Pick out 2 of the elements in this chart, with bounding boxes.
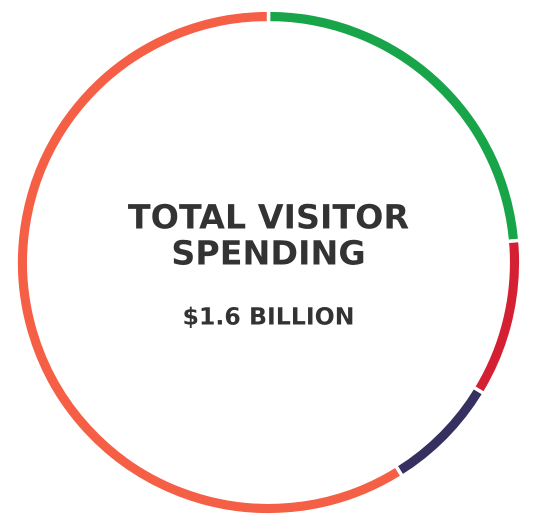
text: TOTAL VISITOR SPENDING: [128, 204, 408, 265]
text: $1.6 BILLION: [184, 306, 352, 328]
